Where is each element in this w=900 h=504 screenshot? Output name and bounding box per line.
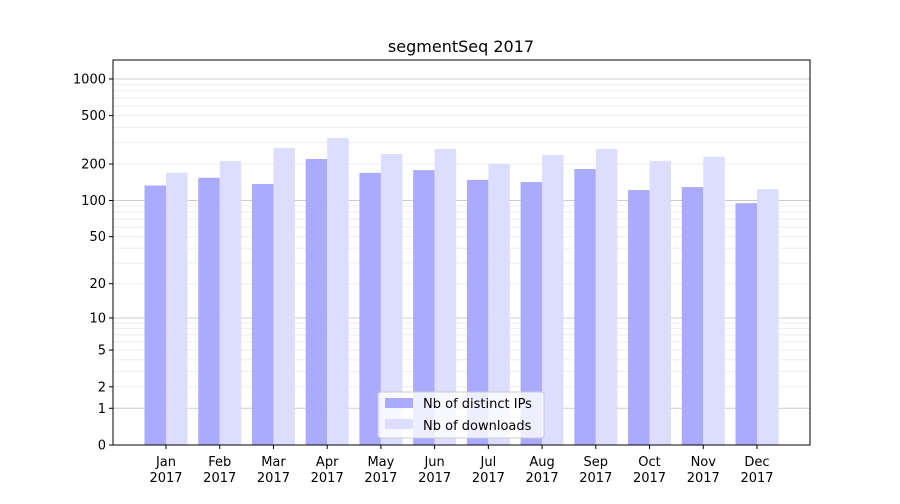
bar-downloads-sep <box>595 148 618 445</box>
y-tick-label: 2 <box>98 380 106 395</box>
x-tick-label: Jul 2017 <box>472 455 505 486</box>
bar-ips-dec <box>735 203 757 445</box>
y-tick-label: 1000 <box>73 72 106 87</box>
chart-title: segmentSeq 2017 <box>388 37 534 56</box>
x-tick-label: Dec 2017 <box>740 455 773 486</box>
bar-ips-oct <box>628 190 650 445</box>
bar-ips-jan <box>144 185 166 445</box>
legend-swatch-downloads <box>385 419 413 429</box>
x-tick-label: May 2017 <box>364 455 397 486</box>
bar-ips-nov <box>681 187 704 445</box>
bar-downloads-feb <box>219 160 242 445</box>
x-tick-label: Mar 2017 <box>257 455 290 486</box>
x-tick-label: Feb 2017 <box>203 455 236 486</box>
legend-label-ips: Nb of distinct IPs <box>423 397 532 412</box>
bar-downloads-jul <box>488 164 510 446</box>
x-tick-label: Jan 2017 <box>149 455 182 486</box>
bar-ips-sep <box>574 168 596 446</box>
bar-downloads-mar <box>273 147 295 445</box>
y-tick-label: 20 <box>89 277 106 292</box>
legend-swatch-ips <box>385 398 413 408</box>
y-tick-label: 500 <box>81 109 106 124</box>
y-tick-label: 10 <box>89 311 106 326</box>
bar-ips-aug <box>520 182 543 445</box>
bar-downloads-oct <box>649 160 672 445</box>
bar-ips-feb <box>198 177 220 445</box>
bar-downloads-dec <box>757 189 779 445</box>
bar-downloads-apr <box>327 137 349 445</box>
bar-downloads-nov <box>703 156 725 445</box>
bar-downloads-may <box>380 153 403 445</box>
y-tick-label: 200 <box>81 158 106 173</box>
bar-downloads-jan <box>166 172 188 445</box>
y-tick-label: 0 <box>98 439 106 454</box>
x-tick-label: Oct 2017 <box>633 455 666 486</box>
bar-downloads-jun <box>434 148 457 445</box>
y-tick-label: 1 <box>98 402 106 417</box>
plot-frame <box>112 59 811 446</box>
y-tick-label: 5 <box>98 344 106 359</box>
x-tick-label: Nov 2017 <box>687 455 720 486</box>
bar-ips-apr <box>305 158 328 446</box>
bar-ips-mar <box>251 183 274 445</box>
bar-downloads-aug <box>542 155 564 445</box>
y-tick-label: 50 <box>89 230 106 245</box>
bar-ips-jun <box>413 170 435 446</box>
legend-label-downloads: Nb of downloads <box>423 419 532 434</box>
x-tick-label: Sep 2017 <box>579 455 612 486</box>
x-tick-label: Apr 2017 <box>311 455 344 486</box>
x-tick-label: Aug 2017 <box>526 455 559 486</box>
y-tick-label: 100 <box>81 194 106 209</box>
legend: Nb of distinct IPs Nb of downloads <box>377 391 545 439</box>
x-tick-label: Jun 2017 <box>418 455 451 486</box>
bar-ips-jul <box>466 179 489 445</box>
bar-ips-may <box>359 172 381 445</box>
